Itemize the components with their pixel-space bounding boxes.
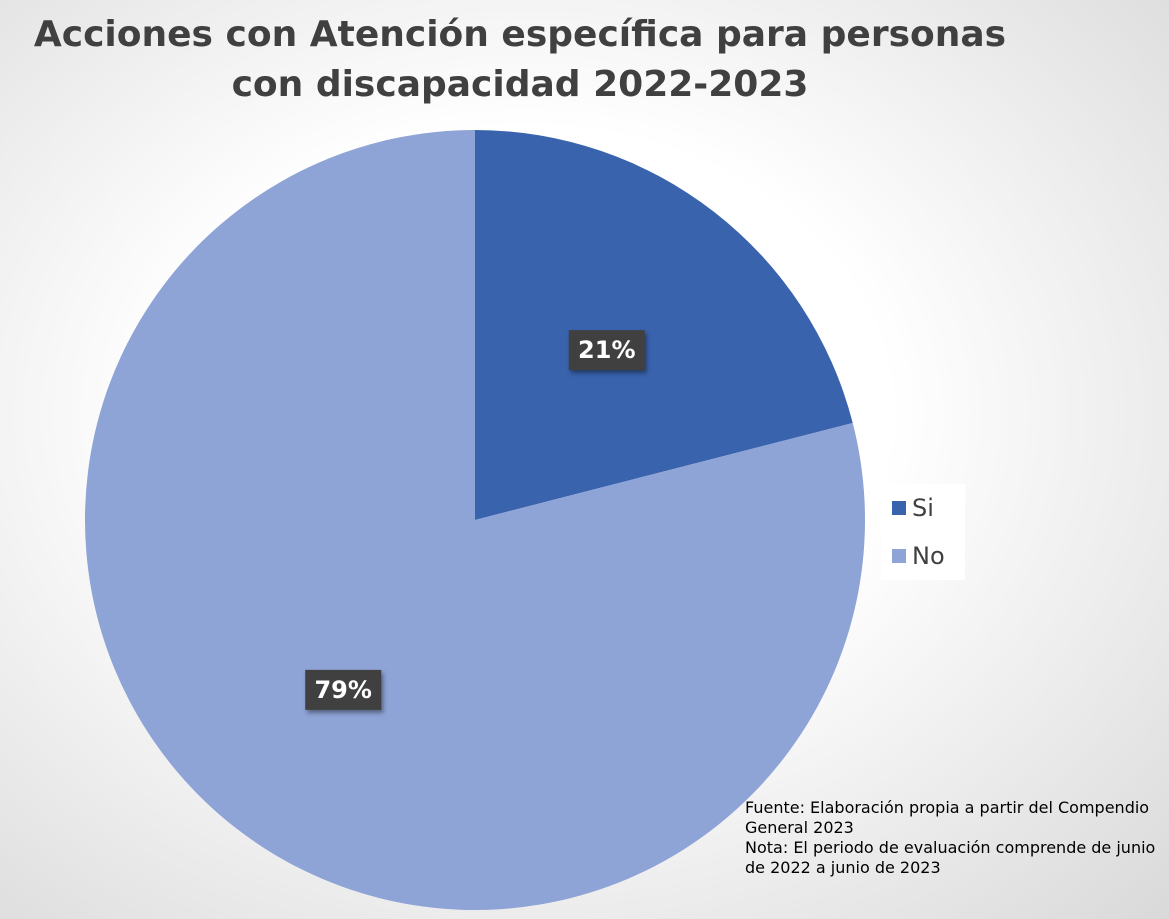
- legend-swatch: [892, 501, 906, 515]
- legend-label: No: [912, 542, 945, 570]
- notes: Fuente: Elaboración propia a partir del …: [745, 798, 1169, 878]
- legend-label: Si: [912, 494, 934, 522]
- data-label-box: [305, 669, 382, 710]
- data-label-box: [568, 330, 645, 371]
- pie-slice: [475, 130, 853, 520]
- legend-box: [881, 484, 965, 580]
- legend-swatch: [892, 549, 906, 563]
- pie-slice: [85, 130, 866, 910]
- data-label-group: 21%: [568, 330, 645, 371]
- chart-title: Acciones con Atención específica para pe…: [33, 14, 1007, 105]
- data-label: 21%: [578, 336, 635, 364]
- annotation: Nota: El periodo de evaluación comprende…: [745, 838, 1156, 877]
- data-label: 79%: [314, 676, 371, 704]
- annotation: Fuente: Elaboración propia a partir del …: [745, 798, 1150, 837]
- data-label-group: 79%: [305, 669, 382, 710]
- legend: Si No: [881, 484, 965, 580]
